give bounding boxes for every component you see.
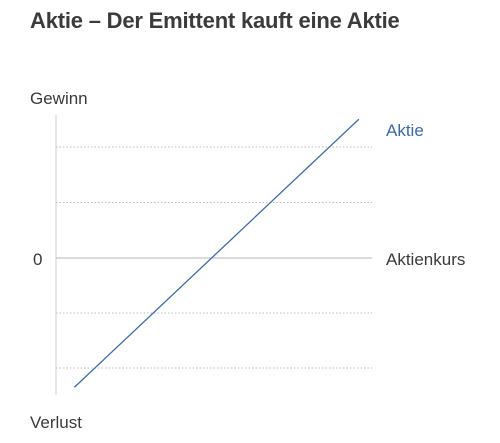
series-line-1 (73, 118, 360, 388)
chart-title: Aktie – Der Emittent kauft eine Aktie (30, 8, 400, 33)
gridlines (56, 146, 372, 369)
y-label-bottom: Verlust (30, 413, 82, 432)
y-label-top: Gewinn (30, 89, 88, 108)
series-group (73, 118, 360, 388)
x-axis-label: Aktienkurs (386, 250, 465, 269)
zero-label: 0 (33, 250, 42, 269)
series-label-aktie: Aktie (386, 121, 424, 140)
